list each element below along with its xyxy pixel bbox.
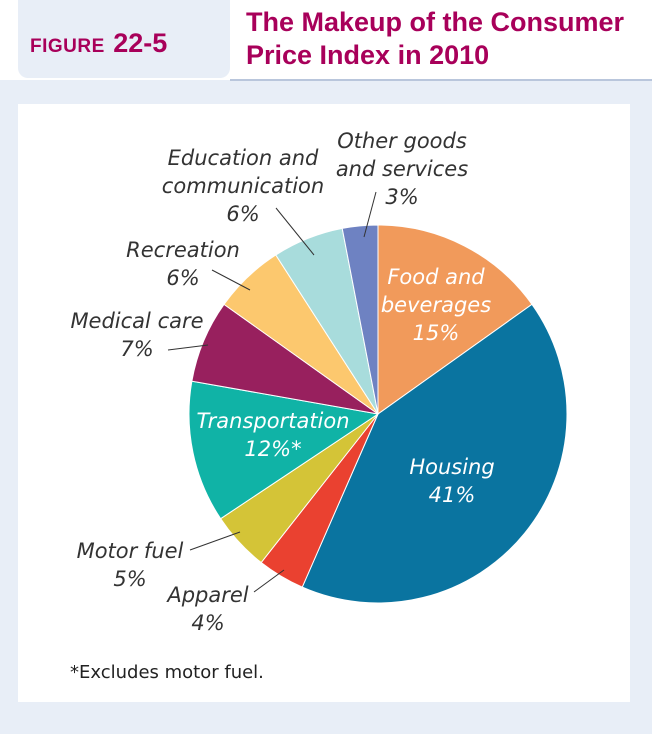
slice-name-housing: Housing xyxy=(409,455,494,479)
slice-name-food-and-beverages: beverages xyxy=(381,293,491,317)
slice-name-education-and-communication: communication xyxy=(162,174,324,198)
header: FIGURE 22-5 The Makeup of the Consumer P… xyxy=(0,0,652,81)
pie-slice-housing xyxy=(301,303,568,604)
slice-value-education-and-communication: 6% xyxy=(226,202,259,226)
figure-word: FIGURE xyxy=(30,36,105,57)
figure-tab xyxy=(18,0,230,78)
slice-label-other-goods-and-services: Other goods and services 3% xyxy=(336,129,468,209)
slice-name-apparel: Apparel xyxy=(165,583,248,607)
title-rule xyxy=(230,79,652,81)
leader-line-motor-fuel xyxy=(189,531,241,551)
leader-line-recreation xyxy=(211,269,251,291)
slice-name-transportation: Transportation xyxy=(196,409,349,433)
slice-value-housing: 41% xyxy=(429,483,476,507)
title-line-2: Price Index in 2010 xyxy=(246,40,490,70)
leader-line-apparel xyxy=(253,569,285,593)
slice-label-medical-care: Medical care 7% xyxy=(70,309,203,361)
figure-number: 22-5 xyxy=(113,28,168,58)
pie-slice-food-and-beverages xyxy=(377,224,533,415)
slice-value-other-goods-and-services: 3% xyxy=(385,185,418,209)
slice-value-motor-fuel: 5% xyxy=(113,567,146,591)
slice-name-medical-care: Medical care xyxy=(70,309,203,333)
slice-name-recreation: Recreation xyxy=(126,238,240,262)
slice-label-food-and-beverages: Food and beverages 15% xyxy=(381,265,491,345)
slice-name-other-goods-and-services: Other goods xyxy=(337,129,467,153)
slice-name-education-and-communication: Education and xyxy=(168,146,319,170)
title-line-1: The Makeup of the Consumer xyxy=(246,7,625,37)
slice-value-apparel: 4% xyxy=(191,611,224,635)
slice-value-medical-care: 7% xyxy=(120,337,153,361)
pie-slice-other-goods-and-services xyxy=(341,224,379,415)
leader-line-medical-care xyxy=(167,344,209,351)
slice-label-housing: Housing 41% xyxy=(409,455,494,507)
slice-label-motor-fuel: Motor fuel 5% xyxy=(77,539,184,591)
figure-label: FIGURE 22-5 xyxy=(30,28,167,59)
slice-value-food-and-beverages: 15% xyxy=(413,321,460,345)
slice-name-food-and-beverages: Food and xyxy=(387,265,485,289)
slice-label-education-and-communication: Education and communication 6% xyxy=(162,146,324,226)
slice-label-recreation: Recreation 6% xyxy=(126,238,240,290)
slice-label-transportation: Transportation 12%* xyxy=(196,409,349,461)
slice-label-apparel: Apparel 4% xyxy=(165,583,248,635)
slice-value-transportation: 12%* xyxy=(244,437,301,461)
pie-slice-transportation xyxy=(188,380,380,520)
chart-title: The Makeup of the Consumer Price Index i… xyxy=(246,6,646,72)
slice-name-other-goods-and-services: and services xyxy=(336,157,468,181)
slice-value-recreation: 6% xyxy=(166,266,199,290)
footnote: *Excludes motor fuel. xyxy=(70,662,264,683)
slice-name-motor-fuel: Motor fuel xyxy=(77,539,184,563)
leader-line-education-and-communication xyxy=(275,207,315,256)
leader-line-other-goods-and-services xyxy=(363,191,377,238)
